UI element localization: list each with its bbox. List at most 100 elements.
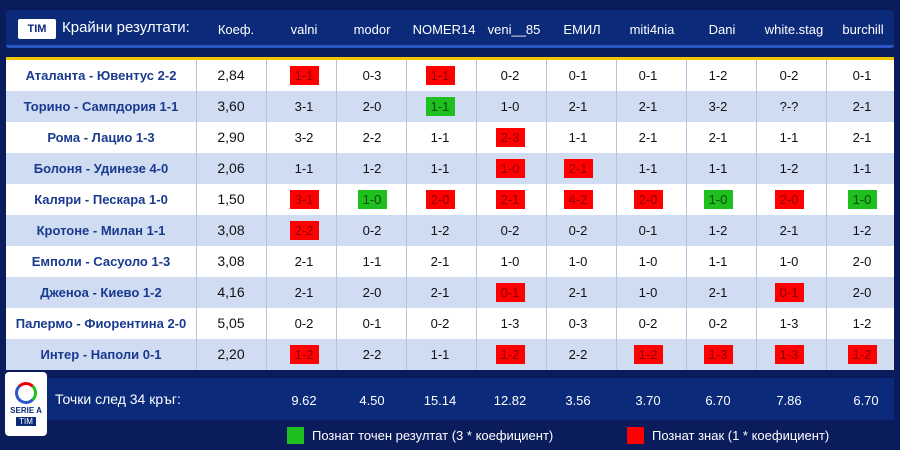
prediction-value: 1-1 bbox=[425, 97, 455, 116]
prediction-cell: 1-2 bbox=[688, 60, 748, 91]
prediction-cell: 1-3 bbox=[759, 308, 819, 339]
prediction-cell: 2-1 bbox=[759, 215, 819, 246]
prediction-cell: 3-2 bbox=[688, 91, 748, 122]
tim-logo: TIM bbox=[18, 19, 56, 39]
player-header: white.stag bbox=[764, 22, 824, 37]
prediction-value: 0-2 bbox=[779, 68, 799, 83]
prediction-value: 1-0 bbox=[638, 285, 658, 300]
points-title: Точки след 34 кръг: bbox=[55, 391, 181, 407]
prediction-cell: 2-1 bbox=[410, 246, 470, 277]
prediction-value: 3-1 bbox=[294, 99, 314, 114]
table-row: Интер - Наполи 0-1 2,20 1-2 2-2 1-1 1-2 2-2 1-2… bbox=[6, 339, 894, 370]
player-points: 3.56 bbox=[565, 393, 591, 408]
prediction-cell: 1-2 bbox=[832, 339, 892, 370]
match-name: Болоня - Удинезе 4-0 bbox=[33, 161, 169, 176]
prediction-value: 1-3 bbox=[779, 316, 799, 331]
prediction-cell: 2-1 bbox=[274, 277, 334, 308]
prediction-cell: 2-0 bbox=[832, 277, 892, 308]
prediction-cell: 2-0 bbox=[618, 184, 678, 215]
match-coef: 3,08 bbox=[217, 222, 245, 238]
prediction-value: 1-1 bbox=[852, 161, 872, 176]
match-name: Рома - Лацио 1-3 bbox=[47, 130, 155, 145]
prediction-value: 0-3 bbox=[568, 316, 588, 331]
prediction-cell: 1-1 bbox=[688, 153, 748, 184]
prediction-cell: 1-1 bbox=[274, 60, 334, 91]
prediction-value: 2-1 bbox=[568, 99, 588, 114]
prediction-value: 2-1 bbox=[294, 285, 314, 300]
prediction-cell: 1-0 bbox=[832, 184, 892, 215]
prediction-value: 1-0 bbox=[500, 99, 520, 114]
prediction-value: 1-0 bbox=[847, 190, 877, 209]
prediction-cell: 2-2 bbox=[548, 339, 608, 370]
legend-sign-swatch bbox=[627, 427, 644, 444]
prediction-value: 1-2 bbox=[362, 161, 382, 176]
prediction-value: 0-2 bbox=[362, 223, 382, 238]
player-points: 7.86 bbox=[776, 393, 802, 408]
prediction-cell: 4-2 bbox=[548, 184, 608, 215]
prediction-cell: 1-2 bbox=[832, 215, 892, 246]
prediction-cell: 2-1 bbox=[548, 277, 608, 308]
match-name: Интер - Наполи 0-1 bbox=[40, 347, 162, 362]
player-header: ЕМИЛ bbox=[563, 22, 601, 37]
match-name: Палермо - Фиорентина 2-0 bbox=[15, 316, 187, 331]
prediction-value: 1-0 bbox=[500, 254, 520, 269]
prediction-value: 3-2 bbox=[708, 99, 728, 114]
prediction-value: 1-0 bbox=[703, 190, 733, 209]
prediction-value: 2-0 bbox=[633, 190, 663, 209]
player-header: miti4nia bbox=[629, 22, 675, 37]
prediction-value: 0-2 bbox=[430, 316, 450, 331]
page-title: Крайни резултати: bbox=[62, 19, 190, 36]
column-divider bbox=[686, 60, 687, 370]
prediction-cell: 1-1 bbox=[548, 122, 608, 153]
prediction-value: 1-2 bbox=[847, 345, 877, 364]
prediction-value: 1-2 bbox=[289, 345, 319, 364]
prediction-value: 1-1 bbox=[425, 66, 455, 85]
prediction-cell: 1-1 bbox=[832, 153, 892, 184]
prediction-cell: 2-2 bbox=[342, 122, 402, 153]
prediction-cell: 0-3 bbox=[342, 60, 402, 91]
match-name: Аталанта - Ювентус 2-2 bbox=[25, 68, 177, 83]
table-row: Емполи - Сасуоло 1-3 3,08 2-1 1-1 2-1 1-0 1-0 1… bbox=[6, 246, 894, 277]
prediction-value: 0-2 bbox=[708, 316, 728, 331]
prediction-value: 0-2 bbox=[638, 316, 658, 331]
prediction-value: 2-1 bbox=[568, 285, 588, 300]
prediction-value: ?-? bbox=[779, 99, 799, 114]
prediction-cell: 3-1 bbox=[274, 91, 334, 122]
prediction-cell: 1-1 bbox=[410, 91, 470, 122]
legend-sign-label: Познат знак (1 * коефициент) bbox=[652, 428, 830, 443]
prediction-cell: 0-2 bbox=[618, 308, 678, 339]
prediction-value: 1-2 bbox=[852, 316, 872, 331]
prediction-value: 1-0 bbox=[638, 254, 658, 269]
prediction-value: 1-1 bbox=[294, 161, 314, 176]
prediction-value: 2-3 bbox=[495, 128, 525, 147]
prediction-value: 1-1 bbox=[708, 254, 728, 269]
prediction-cell: 1-0 bbox=[480, 91, 540, 122]
prediction-cell: 2-2 bbox=[342, 339, 402, 370]
prediction-cell: 1-0 bbox=[480, 246, 540, 277]
prediction-value: 1-0 bbox=[779, 254, 799, 269]
points-bar bbox=[6, 378, 894, 420]
prediction-cell: 0-2 bbox=[274, 308, 334, 339]
prediction-value: 0-2 bbox=[500, 223, 520, 238]
prediction-cell: 1-0 bbox=[618, 246, 678, 277]
player-points: 4.50 bbox=[359, 393, 385, 408]
prediction-cell: 2-2 bbox=[274, 215, 334, 246]
prediction-cell: 1-3 bbox=[688, 339, 748, 370]
prediction-value: 3-2 bbox=[294, 130, 314, 145]
prediction-value: 2-1 bbox=[563, 159, 593, 178]
prediction-value: 1-0 bbox=[495, 159, 525, 178]
prediction-cell: 2-3 bbox=[480, 122, 540, 153]
column-divider bbox=[756, 60, 757, 370]
prediction-value: 2-0 bbox=[852, 254, 872, 269]
prediction-value: 0-1 bbox=[852, 68, 872, 83]
prediction-value: 1-1 bbox=[779, 130, 799, 145]
prediction-value: 1-0 bbox=[568, 254, 588, 269]
prediction-value: 1-3 bbox=[703, 345, 733, 364]
prediction-value: 1-2 bbox=[708, 223, 728, 238]
prediction-value: 0-1 bbox=[638, 68, 658, 83]
prediction-cell: 1-2 bbox=[832, 308, 892, 339]
prediction-cell: 1-2 bbox=[618, 339, 678, 370]
prediction-value: 2-1 bbox=[708, 130, 728, 145]
column-divider bbox=[266, 60, 267, 370]
prediction-cell: 1-1 bbox=[410, 339, 470, 370]
